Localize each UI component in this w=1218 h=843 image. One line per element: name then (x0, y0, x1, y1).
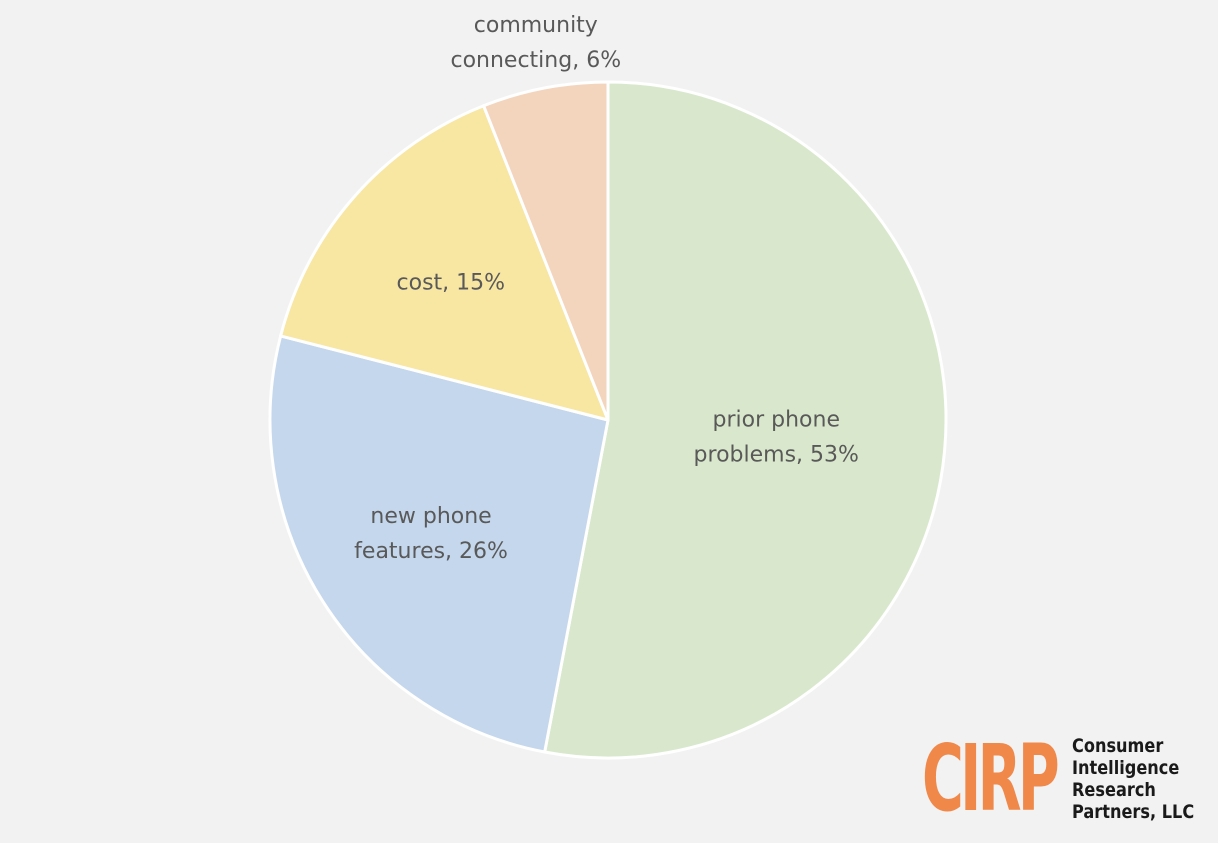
pie-label-line: new phone (370, 504, 491, 529)
pie-label-prior-phone-problems: prior phone problems, 53% (694, 407, 859, 467)
pie-label-line: cost, 15% (397, 270, 506, 295)
pie-slice-cost (279, 104, 610, 422)
pie-label-line: features, 26% (354, 539, 508, 564)
pie-label-community-connecting: community connecting, 6% (450, 13, 621, 73)
logo-text: Consumer Intelligence Research Partners,… (1072, 735, 1194, 823)
pie-labels: prior phone problems, 53% new phone feature… (354, 13, 859, 564)
logo-line-3: Research (1072, 779, 1156, 801)
pie-label-line: problems, 53% (694, 442, 859, 467)
pie-slices (268, 80, 948, 760)
pie-slice-new-phone-features (268, 334, 610, 754)
pie-label-new-phone-features: new phone features, 26% (354, 504, 508, 564)
pie-label-line: community (474, 13, 598, 38)
cirp-logo: CIRP Consumer Intelligence Research Part… (922, 733, 1216, 829)
pie-label-line: prior phone (713, 407, 840, 432)
logo-line-2: Intelligence (1072, 757, 1180, 779)
pie-label-cost: cost, 15% (397, 270, 506, 295)
logo-line-1: Consumer (1072, 735, 1164, 757)
logo-mark: CIRP (922, 725, 1060, 832)
pie-label-line: connecting, 6% (450, 48, 621, 73)
logo-line-4: Partners, LLC (1072, 801, 1195, 823)
pie-slice-prior-phone-problems (543, 80, 948, 760)
pie-slice-community-connecting (482, 80, 610, 422)
